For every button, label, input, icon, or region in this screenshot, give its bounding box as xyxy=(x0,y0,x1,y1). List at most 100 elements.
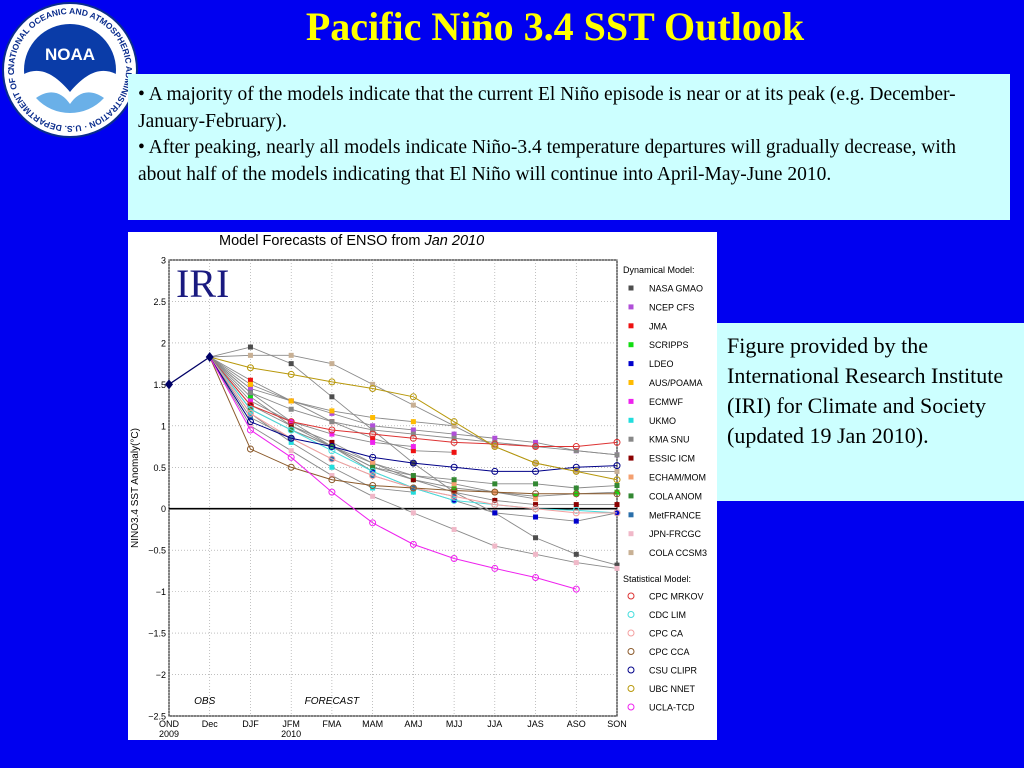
data-point xyxy=(410,427,416,433)
legend-marker xyxy=(627,611,635,618)
data-point xyxy=(370,464,376,470)
data-point xyxy=(533,496,539,502)
y-axis-label: NINO3.4 SST Anomaly(°C) xyxy=(130,428,141,548)
data-point xyxy=(247,352,253,358)
series-line xyxy=(209,356,617,495)
data-point xyxy=(369,453,377,461)
data-point xyxy=(370,435,376,441)
y-tick-label: −0.5 xyxy=(148,546,166,556)
data-point xyxy=(572,443,580,451)
data-point xyxy=(532,443,540,451)
observed-point xyxy=(205,352,214,363)
data-point xyxy=(369,482,377,490)
data-point xyxy=(246,364,254,372)
legend-label: CSU CLIPR xyxy=(649,666,698,676)
data-point xyxy=(369,472,377,480)
data-point xyxy=(572,467,580,475)
data-point xyxy=(328,488,336,496)
legend-label: JPN-FRCGC xyxy=(649,529,701,539)
data-point xyxy=(614,565,620,571)
data-point xyxy=(533,514,539,520)
data-point xyxy=(410,431,416,437)
data-point xyxy=(328,476,336,484)
data-point xyxy=(573,551,579,557)
data-point xyxy=(451,423,457,429)
data-point xyxy=(328,447,336,455)
legend-marker xyxy=(627,666,635,674)
legend-marker xyxy=(628,417,634,423)
legend-label: AUS/POAMA xyxy=(649,378,703,388)
data-point xyxy=(451,526,457,532)
data-point xyxy=(247,415,253,421)
observed-line xyxy=(168,356,211,385)
data-point xyxy=(247,394,253,400)
legend-marker xyxy=(628,493,634,499)
data-point xyxy=(410,444,416,450)
series-jpn-frcgc xyxy=(209,356,620,571)
legend-marker xyxy=(627,629,635,637)
data-point xyxy=(613,476,621,484)
legend-label: KMA SNU xyxy=(649,435,690,445)
data-point xyxy=(247,386,253,392)
data-point xyxy=(450,554,458,562)
data-point xyxy=(533,502,539,508)
x-tick-label: SON xyxy=(607,719,627,729)
data-point xyxy=(370,493,376,499)
x-tick-label: AMJ xyxy=(404,719,422,729)
data-point xyxy=(450,438,458,446)
x-tick-label: MAM xyxy=(362,719,383,729)
data-point xyxy=(533,481,539,487)
legend-label: LDEO xyxy=(649,359,674,369)
legend-marker xyxy=(627,592,635,600)
data-point xyxy=(573,560,579,566)
data-point xyxy=(369,467,377,475)
data-point xyxy=(532,490,540,498)
data-point xyxy=(614,502,620,508)
legend-marker xyxy=(628,550,634,556)
legend-marker xyxy=(628,304,634,310)
legend-marker xyxy=(628,531,634,537)
data-point xyxy=(451,435,457,441)
data-point xyxy=(247,398,253,404)
series-line xyxy=(209,356,577,590)
series-line xyxy=(209,356,618,472)
legend-marker xyxy=(628,361,634,367)
year-label: 2009 xyxy=(159,729,179,739)
data-point xyxy=(614,468,620,474)
data-point xyxy=(613,438,621,446)
data-point xyxy=(572,509,580,517)
legend-label: ECHAM/MOM xyxy=(649,473,706,483)
series-ubc-nnet xyxy=(209,356,621,484)
data-point xyxy=(288,398,294,404)
y-tick-label: 1 xyxy=(161,421,166,431)
data-point xyxy=(491,467,499,475)
data-point xyxy=(287,426,295,434)
legend-label: NASA GMAO xyxy=(649,284,703,294)
data-point xyxy=(450,463,458,471)
data-point xyxy=(613,490,621,498)
legend-marker xyxy=(628,342,634,348)
x-tick-label: JJA xyxy=(487,719,502,729)
x-tick-label: Dec xyxy=(202,719,219,729)
legend-dynamical-title: Dynamical Model: xyxy=(623,265,695,275)
data-point xyxy=(410,477,416,483)
legend-statistical-title: Statistical Model: xyxy=(623,574,691,584)
data-point xyxy=(492,510,498,516)
legend-label: UCLA-TCD xyxy=(649,703,695,713)
legend-marker xyxy=(628,398,634,404)
data-point xyxy=(410,473,416,479)
data-point xyxy=(409,540,417,548)
x-tick-label: JAS xyxy=(527,719,544,729)
data-point xyxy=(491,488,499,496)
legend-marker xyxy=(628,455,634,461)
data-point xyxy=(370,427,376,433)
data-point xyxy=(491,501,499,509)
data-point xyxy=(246,409,254,417)
bullet-2: • After peaking, nearly all models indic… xyxy=(138,137,956,185)
data-point xyxy=(329,431,335,437)
legend-label: UBC NNET xyxy=(649,684,696,694)
y-tick-label: −1.5 xyxy=(148,629,166,639)
x-tick-label: ASO xyxy=(567,719,586,729)
chart-svg: Model Forecasts of ENSO from Jan 2010 IRI… xyxy=(130,233,707,739)
data-point xyxy=(451,449,457,455)
